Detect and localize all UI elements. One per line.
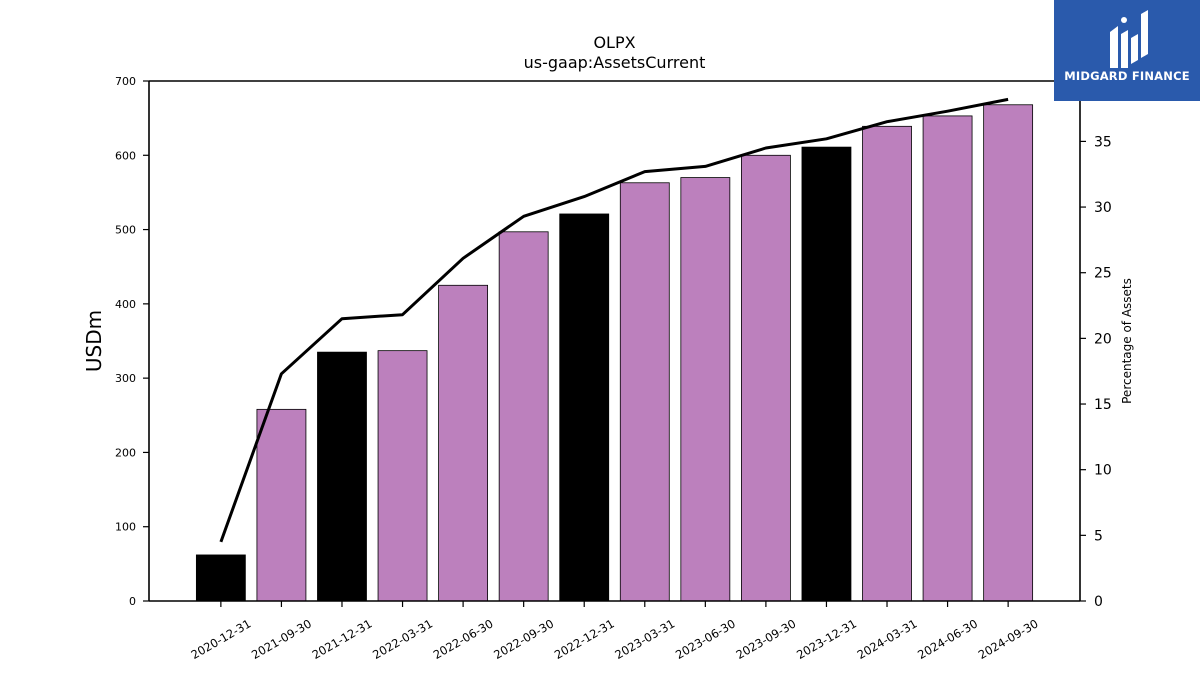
x-tick-label: 2020-12-31 [188, 616, 253, 662]
x-tick-label: 2022-06-30 [431, 616, 496, 662]
x-tick-label: 2022-09-30 [491, 616, 556, 662]
x-tick-label: 2024-03-31 [855, 616, 920, 662]
bar [922, 115, 973, 602]
logo-text: MIDGARD FINANCE [1064, 69, 1190, 83]
y2-tick-label: 10 [1094, 463, 1112, 479]
y2-axis-label: Percentage of Assets [1120, 278, 1134, 404]
logo-mark-icon [1110, 10, 1148, 68]
midgard-finance-logo: MIDGARD FINANCE [1054, 0, 1200, 101]
y2-tick-label: 15 [1094, 397, 1112, 413]
bar [195, 554, 246, 602]
y-tick-label: 700 [115, 75, 136, 88]
bar [619, 182, 670, 602]
chart-subtitle: us-gaap:AssetsCurrent [524, 53, 706, 72]
bar [862, 125, 912, 602]
percentage-line [219, 97, 1009, 543]
bar [680, 177, 731, 602]
bar [317, 351, 367, 602]
y2-tick-label: 0 [1094, 594, 1103, 610]
bar [256, 408, 307, 602]
x-tick-label: 2022-03-31 [370, 616, 435, 662]
x-tick-label: 2023-12-31 [794, 616, 859, 662]
y-tick-label: 400 [115, 298, 136, 311]
bar [438, 284, 489, 602]
bars-layer [195, 104, 1034, 602]
chart-title: OLPX [593, 33, 635, 52]
x-tick-label: 2022-12-31 [552, 616, 617, 662]
y-tick-label: 0 [129, 595, 136, 608]
bar [498, 231, 549, 602]
y-tick-label: 200 [115, 446, 136, 459]
y2-tick-label: 30 [1094, 200, 1112, 216]
x-tick-label: 2021-12-31 [310, 616, 375, 662]
bar [740, 154, 791, 602]
y-tick-label: 500 [115, 224, 136, 237]
bar [559, 213, 610, 602]
y2-tick-label: 5 [1094, 528, 1103, 544]
x-tick-label: 2024-06-30 [915, 616, 980, 662]
x-tick-label: 2021-09-30 [249, 616, 314, 662]
bar [983, 104, 1034, 602]
y-tick-label: 600 [115, 149, 136, 162]
x-tick-label: 2023-06-30 [673, 616, 738, 662]
y-tick-label: 300 [115, 372, 136, 385]
x-tick-label: 2023-03-31 [612, 616, 677, 662]
x-tick-label: 2023-09-30 [734, 616, 799, 662]
line-layer [219, 97, 1009, 543]
y2-tick-label: 35 [1094, 134, 1112, 150]
y-axis-label: USDm [82, 310, 106, 372]
y-tick-label: 100 [115, 521, 136, 534]
x-tick-label: 2024-09-30 [976, 616, 1041, 662]
y2-tick-label: 25 [1094, 266, 1112, 282]
bar [377, 350, 428, 602]
bar [801, 146, 852, 602]
y2-tick-label: 20 [1094, 331, 1112, 347]
